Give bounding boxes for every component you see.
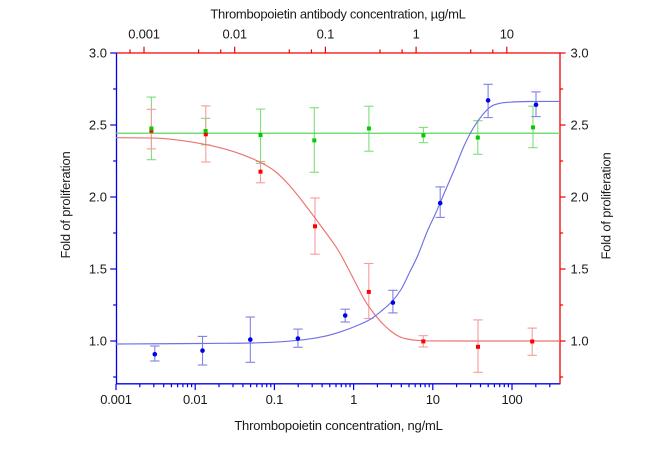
- svg-text:3.0: 3.0: [89, 46, 107, 61]
- svg-text:1: 1: [350, 392, 357, 407]
- svg-text:0.01: 0.01: [183, 392, 208, 407]
- svg-text:0.1: 0.1: [266, 392, 283, 407]
- svg-text:1.5: 1.5: [89, 262, 107, 277]
- svg-text:10: 10: [426, 392, 440, 407]
- svg-text:1: 1: [413, 27, 420, 42]
- svg-text:2.0: 2.0: [571, 190, 589, 205]
- svg-text:1.0: 1.0: [571, 334, 589, 349]
- svg-text:Fold of proliferation: Fold of proliferation: [599, 152, 614, 259]
- svg-text:0.01: 0.01: [222, 27, 247, 42]
- svg-text:100: 100: [501, 392, 522, 407]
- svg-text:3.0: 3.0: [571, 46, 589, 61]
- svg-text:0.001: 0.001: [128, 27, 160, 42]
- svg-text:2.0: 2.0: [89, 190, 107, 205]
- svg-text:Fold of proliferation: Fold of proliferation: [58, 151, 73, 258]
- svg-text:2.5: 2.5: [571, 118, 589, 133]
- svg-text:0.1: 0.1: [317, 27, 334, 42]
- svg-text:10: 10: [500, 27, 514, 42]
- svg-text:2.5: 2.5: [89, 118, 107, 133]
- svg-text:0.001: 0.001: [100, 392, 132, 407]
- svg-text:1.5: 1.5: [571, 262, 589, 277]
- svg-text:Thrombopoietin concentration,: Thrombopoietin concentration, ng/mL: [234, 418, 442, 433]
- svg-text:1.0: 1.0: [89, 334, 107, 349]
- svg-text:Thrombopoietin antibody concen: Thrombopoietin antibody concentration, µ…: [210, 7, 465, 22]
